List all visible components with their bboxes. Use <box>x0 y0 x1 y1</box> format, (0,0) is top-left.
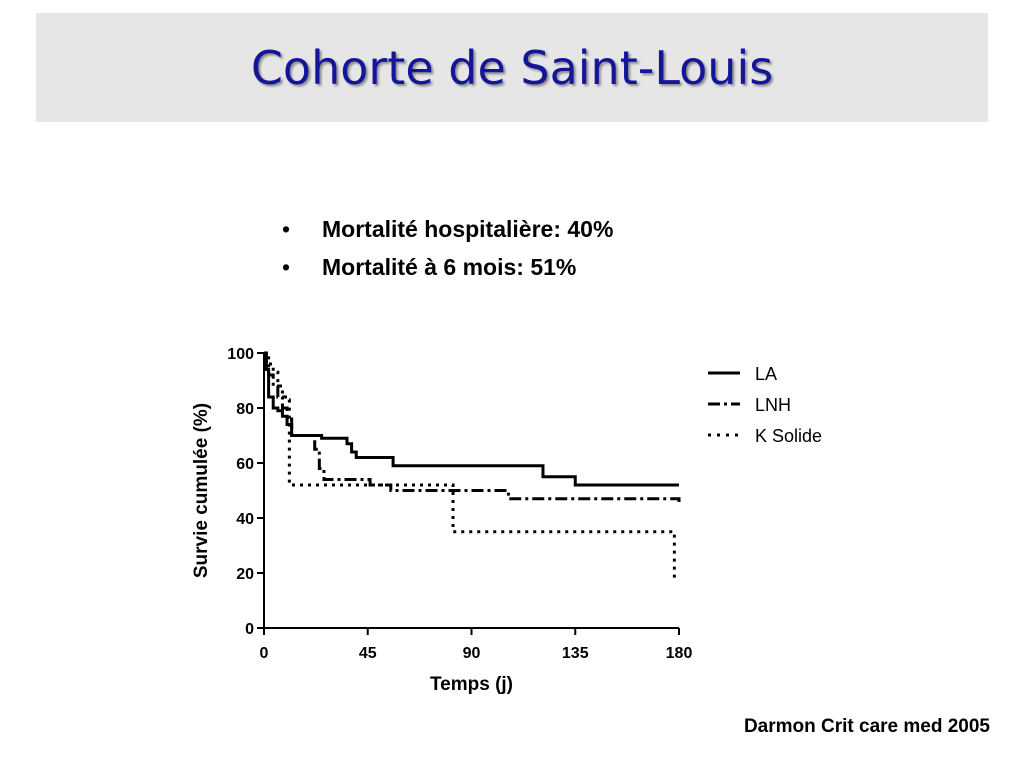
legend-label: LA <box>755 364 777 384</box>
series-line-la <box>264 351 679 487</box>
x-tick-label: 45 <box>359 645 377 662</box>
slide-title: Cohorte de Saint-Louis <box>250 40 774 95</box>
legend-label: K Solide <box>755 426 822 446</box>
bullet-icon: • <box>282 254 291 280</box>
legend-label: LNH <box>755 395 791 415</box>
chart-curves <box>264 351 681 582</box>
y-tick-label: 20 <box>236 566 254 583</box>
bullet-item: • Mortalité à 6 mois: 51% <box>282 248 613 286</box>
y-tick-label: 60 <box>236 456 254 473</box>
x-tick-label: 135 <box>562 645 589 662</box>
x-axis-label: Temps (j) <box>430 674 513 695</box>
citation: Darmon Crit care med 2005 <box>743 716 990 737</box>
x-tick-label: 90 <box>463 645 481 662</box>
y-axis-label: Survie cumulée (%) <box>191 403 212 578</box>
y-tick-label: 100 <box>227 346 254 363</box>
series-line-lnh <box>264 351 681 505</box>
x-tick-label: 180 <box>666 645 693 662</box>
bullet-text-hospital-mortality: Mortalité hospitalière: 40% <box>322 216 614 242</box>
chart-legend: LA LNH K Solide <box>708 364 822 446</box>
chart-axes: 0 20 40 60 80 100 0 45 90 135 180 Temps (j) Survie c… <box>191 346 692 695</box>
y-tick-label: 40 <box>236 511 254 528</box>
bullet-item: • Mortalité hospitalière: 40% <box>282 210 613 248</box>
y-tick-label: 80 <box>236 401 254 418</box>
bullet-text-6-month-mortality: Mortalité à 6 mois: 51% <box>322 254 577 280</box>
x-tick-label: 0 <box>260 645 269 662</box>
y-tick-label: 0 <box>245 621 254 638</box>
title-bar: Cohorte de Saint-Louis <box>36 13 988 122</box>
bullet-icon: • <box>282 216 291 242</box>
bullet-list: • Mortalité hospitalière: 40% • Mortalité … <box>282 210 613 286</box>
